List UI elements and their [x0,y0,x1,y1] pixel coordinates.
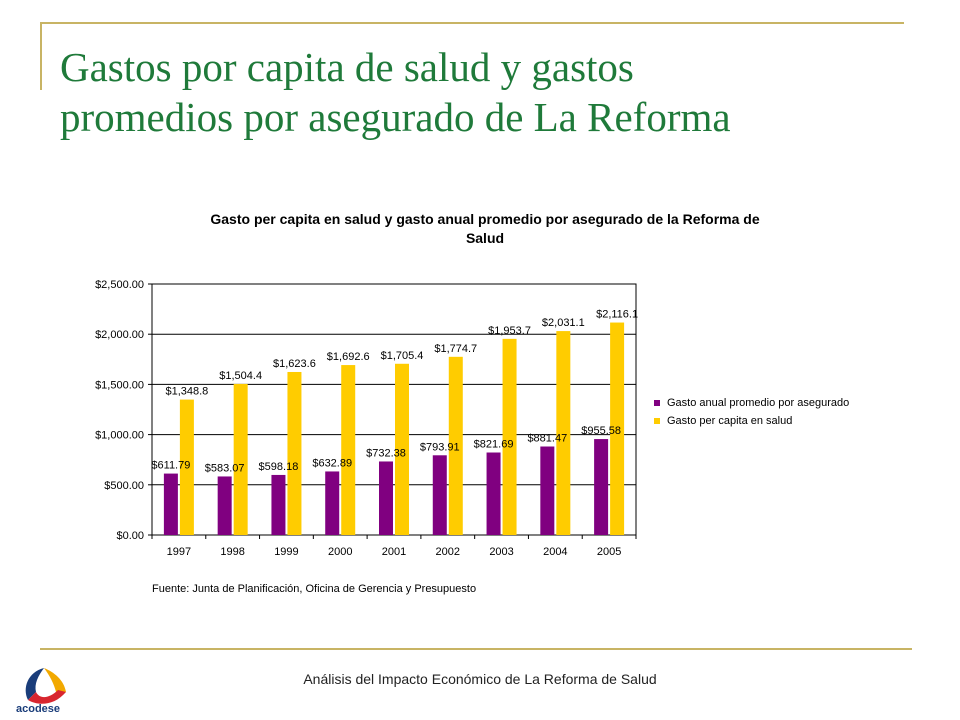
data-label-per-capita-2003: $1,953.7 [488,325,531,337]
logo-text: acodese [16,703,61,715]
data-label-asegurado-2005: $955.58 [581,425,621,437]
data-label-per-capita-1998: $1,504.4 [219,370,262,382]
bar-per-capita-2001 [395,363,409,535]
bar-asegurado-2002 [432,455,447,535]
data-label-asegurado-1999: $598.18 [259,461,299,473]
bar-per-capita-1999 [287,371,302,535]
x-tick-label: 2004 [543,546,567,558]
legend-item-series-2: Gasto per capita en salud [654,412,849,430]
data-label-asegurado-1997: $611.79 [151,460,190,472]
bar-per-capita-1997 [179,399,194,535]
chart-legend: Gasto anual promedio por asegurado Gasto… [654,394,849,430]
bar-asegurado-1998 [217,476,232,535]
y-tick-label: $2,500.00 [95,279,144,291]
bar-asegurado-1999 [271,474,286,535]
data-label-per-capita-1999: $1,623.6 [273,358,316,370]
bar-per-capita-1998 [233,383,248,535]
y-tick-label: $500.00 [104,480,144,492]
bar-asegurado-1997 [163,473,178,535]
legend-swatch-series-1 [654,400,660,406]
bar-per-capita-2004 [556,331,571,535]
x-tick-label: 2001 [382,546,406,558]
data-label-asegurado-2003: $821.69 [474,439,514,451]
bar-per-capita-2002 [448,356,463,535]
bar-asegurado-2001 [379,461,393,535]
x-tick-label: 1998 [220,546,244,558]
bar-per-capita-2003 [502,338,517,535]
legend-swatch-series-2 [654,418,660,424]
source-note: Fuente: Junta de Planificación, Oficina … [152,583,477,595]
data-label-per-capita-2000: $1,692.6 [327,351,370,363]
slide-title: Gastos por capita de salud y gastos prom… [60,42,920,142]
footer-rule [40,648,912,650]
data-label-per-capita-2004: $2,031.1 [542,317,585,329]
data-label-per-capita-2002: $1,774.7 [434,343,477,355]
x-tick-label: 2000 [328,546,352,558]
data-label-asegurado-2004: $881.47 [527,433,567,445]
legend-item-series-1: Gasto anual promedio por asegurado [654,394,849,412]
data-label-per-capita-2001: $1,705.4 [381,350,424,362]
bar-asegurado-2005 [594,439,609,535]
top-frame-rule [40,22,904,24]
x-tick-label: 2005 [597,546,621,558]
chart-title-line-2: Salud [465,230,505,246]
bar-per-capita-2005 [610,322,625,535]
bar-per-capita-2000 [341,365,356,535]
y-tick-label: $1,500.00 [95,379,144,391]
x-tick-label: 1999 [274,546,298,558]
x-tick-label: 2002 [436,546,460,558]
left-frame-rule [40,22,42,90]
y-tick-label: $0.00 [116,530,144,542]
legend-label-series-1: Gasto anual promedio por asegurado [667,397,850,409]
slide-title-line-1: Gastos por capita de salud y gastos [60,44,634,90]
footer-text: Análisis del Impacto Económico de La Ref… [303,671,657,687]
bar-asegurado-2000 [325,471,340,535]
x-tick-label: 2003 [489,546,513,558]
slide-title-line-2: promedios por asegurado de La Reforma [60,94,731,140]
x-tick-label: 1997 [167,546,191,558]
acodese-logo-icon [25,668,66,704]
chart-title: Gasto per capita en salud y gasto anual … [140,210,830,248]
data-label-asegurado-2000: $632.89 [312,457,352,469]
data-label-asegurado-1998: $583.07 [205,462,245,474]
data-label-per-capita-2005: $2,116.1 [596,309,638,321]
data-label-asegurado-2001: $732.38 [366,447,406,459]
legend-label-series-2: Gasto per capita en salud [667,415,793,427]
plot-area-border [151,283,637,536]
y-tick-label: $1,000.00 [95,430,144,442]
y-tick-label: $2,000.00 [95,329,144,341]
bar-asegurado-2004 [540,446,555,535]
data-label-per-capita-1997: $1,348.8 [165,386,208,398]
bar-asegurado-2003 [486,452,501,535]
data-label-asegurado-2002: $793.91 [420,441,460,453]
chart-title-line-1: Gasto per capita en salud y gasto anual … [210,211,760,227]
